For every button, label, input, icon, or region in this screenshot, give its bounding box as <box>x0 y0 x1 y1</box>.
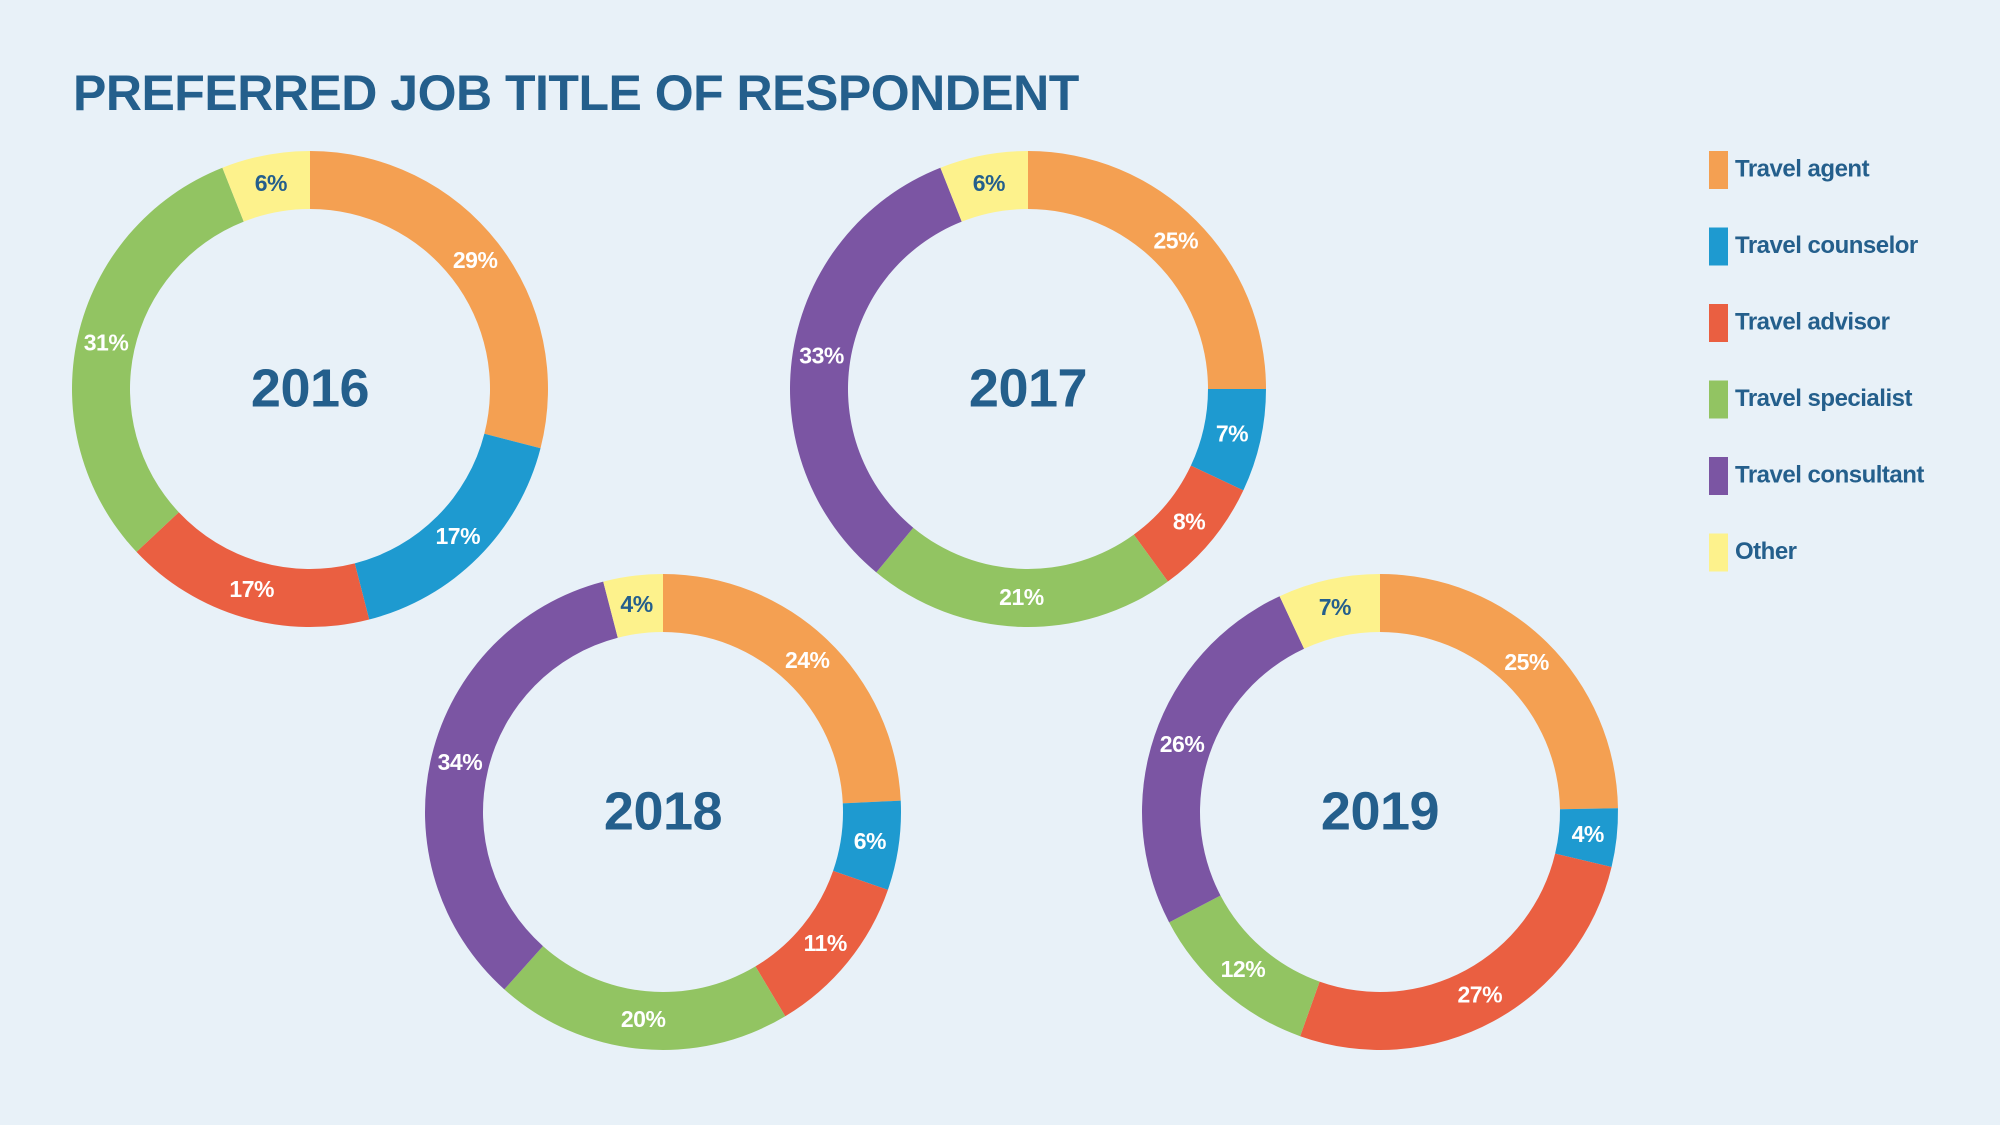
legend-swatch <box>1709 457 1728 495</box>
data-label: 7% <box>1216 421 1248 447</box>
data-label: 6% <box>255 170 287 196</box>
donut-center-label: 2017 <box>969 358 1087 418</box>
donut-segment <box>603 574 663 638</box>
donut-segment <box>71 167 244 552</box>
donut-segment <box>1300 853 1612 1050</box>
donut-segment <box>310 151 548 449</box>
data-label: 12% <box>1221 956 1266 982</box>
data-label: 27% <box>1458 982 1503 1008</box>
donut-segment <box>663 574 901 804</box>
legend-swatch <box>1709 151 1728 189</box>
data-label: 31% <box>84 329 129 355</box>
data-label: 21% <box>999 584 1044 610</box>
donut-segment <box>1169 895 1320 1037</box>
data-label: 7% <box>1319 594 1351 620</box>
legend-swatch <box>1709 227 1728 266</box>
legend-swatch <box>1709 533 1728 572</box>
donut-segment <box>354 433 541 620</box>
legend-label: Other <box>1735 538 1797 565</box>
legend-label: Travel specialist <box>1735 385 1912 412</box>
data-label: 34% <box>438 749 483 775</box>
donut-center-label: 2018 <box>604 781 722 841</box>
data-label: 6% <box>973 170 1005 196</box>
data-label: 8% <box>1173 508 1205 534</box>
donut-segment <box>425 581 618 990</box>
legend-swatch <box>1709 380 1728 419</box>
data-label: 26% <box>1160 731 1205 757</box>
data-label: 25% <box>1154 227 1199 253</box>
data-label: 33% <box>799 342 844 368</box>
donut-segment <box>1190 389 1266 491</box>
donut-segment <box>136 512 370 627</box>
donut-center-label: 2016 <box>251 358 369 418</box>
donut-segment <box>504 946 786 1050</box>
donut-segment <box>1555 808 1618 868</box>
data-label: 11% <box>804 930 847 956</box>
legend-label: Travel consultant <box>1735 461 1924 488</box>
data-label: 29% <box>453 247 498 273</box>
data-label: 17% <box>436 523 481 549</box>
legend-swatch <box>1709 304 1728 342</box>
donut-segment <box>1380 574 1618 810</box>
donut-segment <box>1279 574 1380 649</box>
data-label: 4% <box>620 591 652 617</box>
donut-center-label: 2019 <box>1321 781 1439 841</box>
data-label: 17% <box>229 576 274 602</box>
donut-segment <box>755 870 888 1017</box>
data-label: 25% <box>1504 649 1549 675</box>
donut-segment <box>833 800 901 890</box>
donut-segment <box>1028 151 1266 389</box>
data-label: 4% <box>1572 821 1604 847</box>
legend-label: Travel agent <box>1735 155 1870 182</box>
donut-segment <box>790 167 962 573</box>
data-label: 20% <box>621 1006 666 1032</box>
donut-segment <box>1133 465 1244 582</box>
legend-label: Travel counselor <box>1735 232 1918 259</box>
chart-title: PREFERRED JOB TITLE OF RESPONDENT <box>73 65 1079 121</box>
donut-segment <box>222 151 310 222</box>
data-label: 6% <box>854 828 886 854</box>
donut-segment <box>876 527 1168 627</box>
data-label: 24% <box>785 647 830 673</box>
donut-segment <box>940 151 1028 222</box>
donut-segment <box>1142 596 1305 923</box>
legend-label: Travel advisor <box>1735 308 1890 335</box>
